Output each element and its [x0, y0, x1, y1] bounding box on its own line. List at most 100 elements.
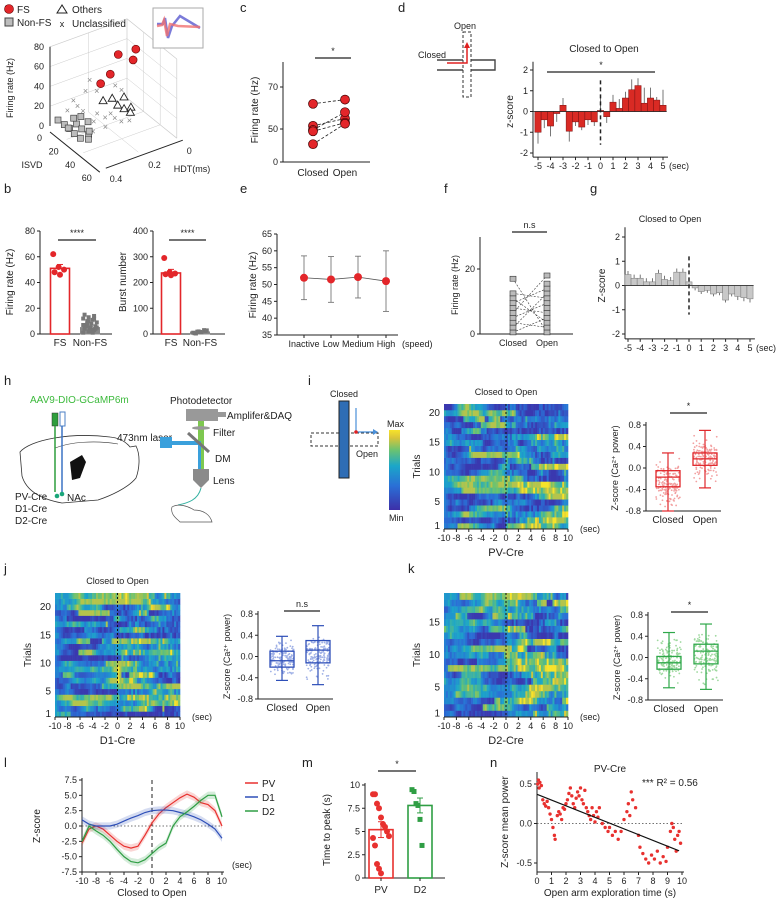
heatmap-cell [457, 645, 460, 653]
heatmap-cell [133, 694, 136, 701]
heatmap-cell [123, 688, 126, 695]
heatmap-cell [127, 649, 130, 656]
heatmap-cell [562, 612, 565, 620]
heatmap-cell [513, 415, 516, 423]
heatmap-cell [566, 517, 569, 524]
heatmap-cell [558, 409, 561, 417]
heatmap-cell [444, 671, 447, 679]
heatmap-cell [537, 505, 540, 512]
grid-line [83, 124, 161, 154]
heatmap-cell [70, 677, 73, 684]
heatmap-cell [564, 457, 567, 464]
heatmap-cell [129, 598, 132, 605]
heatmap-cell [558, 404, 561, 411]
open-point [543, 290, 551, 297]
heatmap-cell [498, 451, 501, 458]
heatmap-cell [496, 710, 499, 718]
data-point [707, 472, 710, 475]
heatmap-cell [84, 598, 87, 605]
heatmap-cell [515, 493, 518, 500]
heatmap-cell [111, 649, 114, 656]
data-point [699, 466, 702, 469]
heatmap-cell [449, 457, 453, 464]
heatmap-cell [84, 655, 87, 661]
heatmap-cell [138, 649, 142, 656]
heatmap-cell [451, 451, 454, 458]
heatmap-cell [523, 677, 526, 685]
data-point [289, 663, 292, 666]
heatmap-cell [498, 409, 501, 417]
heatmap-cell [562, 697, 565, 705]
heatmap-cell [129, 700, 132, 707]
heatmap-cell [517, 517, 520, 524]
heatmap-cell [566, 499, 569, 506]
unclassified-point: × [80, 106, 85, 116]
heatmap-cell [550, 523, 553, 530]
heatmap-cell [115, 598, 118, 605]
objective-lens [193, 469, 209, 488]
heatmap-cell [473, 493, 476, 500]
heatmap-cell [507, 481, 511, 488]
heatmap-cell [504, 511, 507, 518]
injection-syringe [51, 412, 59, 427]
data-point [668, 487, 671, 490]
legend-fs-marker [4, 4, 14, 14]
heatmap-cell [150, 688, 153, 695]
heatmap-cell [92, 593, 95, 599]
heatmap-cell [449, 481, 453, 488]
bar [603, 111, 611, 117]
y-tick-label: 70 [268, 82, 278, 92]
heatmap-cell [560, 651, 563, 659]
heatmap-cell [475, 511, 478, 518]
heatmap-cell [154, 683, 157, 690]
heatmap-cell [467, 664, 470, 672]
heatmap-cell [178, 621, 181, 628]
heatmap-cell [469, 433, 472, 441]
heatmap-cell [162, 666, 165, 673]
heatmap-cell [455, 523, 458, 530]
heatmap-cell [509, 433, 513, 441]
heatmap-cell [564, 606, 567, 613]
heatmap-cell [504, 658, 507, 666]
heatmap-cell [80, 649, 83, 656]
heatmap-cell [544, 409, 547, 417]
heatmap-cell [109, 705, 112, 712]
heatmap-cell [471, 638, 474, 646]
data-point [668, 500, 671, 503]
heatmap-cell [537, 427, 540, 435]
heatmap-cell [465, 625, 468, 633]
heatmap-cell [552, 439, 555, 446]
heatmap-cell [121, 626, 124, 633]
heatmap-cell [473, 415, 476, 423]
significance-label: n.s [523, 220, 536, 230]
heatmap-cell [517, 638, 520, 646]
heatmap-cell [476, 475, 480, 482]
heatmap-cell [552, 645, 555, 653]
heatmap-cell [133, 598, 136, 605]
heatmap-cell [158, 638, 161, 645]
heatmap-cell [475, 645, 478, 653]
heatmap-cell [533, 469, 536, 476]
heatmap-cell [125, 671, 128, 678]
heatmap-cell [168, 711, 171, 718]
heatmap-cell [127, 655, 130, 661]
heatmap-cell [111, 621, 114, 628]
heatmap-cell [533, 511, 536, 518]
heatmap-cell [164, 649, 167, 656]
heatmap-cell [519, 703, 522, 711]
heatmap-cell [484, 632, 487, 639]
heatmap-cell [158, 655, 161, 661]
data-point [696, 471, 699, 474]
heatmap-cell [449, 697, 453, 705]
heatmap-cell [72, 621, 75, 628]
heatmap-cell [538, 606, 542, 613]
heatmap-cell [129, 683, 132, 690]
heatmap-cell [504, 463, 507, 470]
heatmap-cell [556, 451, 559, 458]
heatmap-cell [531, 487, 534, 494]
heatmap-cell [166, 694, 169, 701]
heatmap-cell [90, 609, 93, 616]
heatmap-cell [127, 643, 130, 650]
heatmap-cell [154, 694, 157, 701]
heatmap-cell [444, 451, 447, 458]
